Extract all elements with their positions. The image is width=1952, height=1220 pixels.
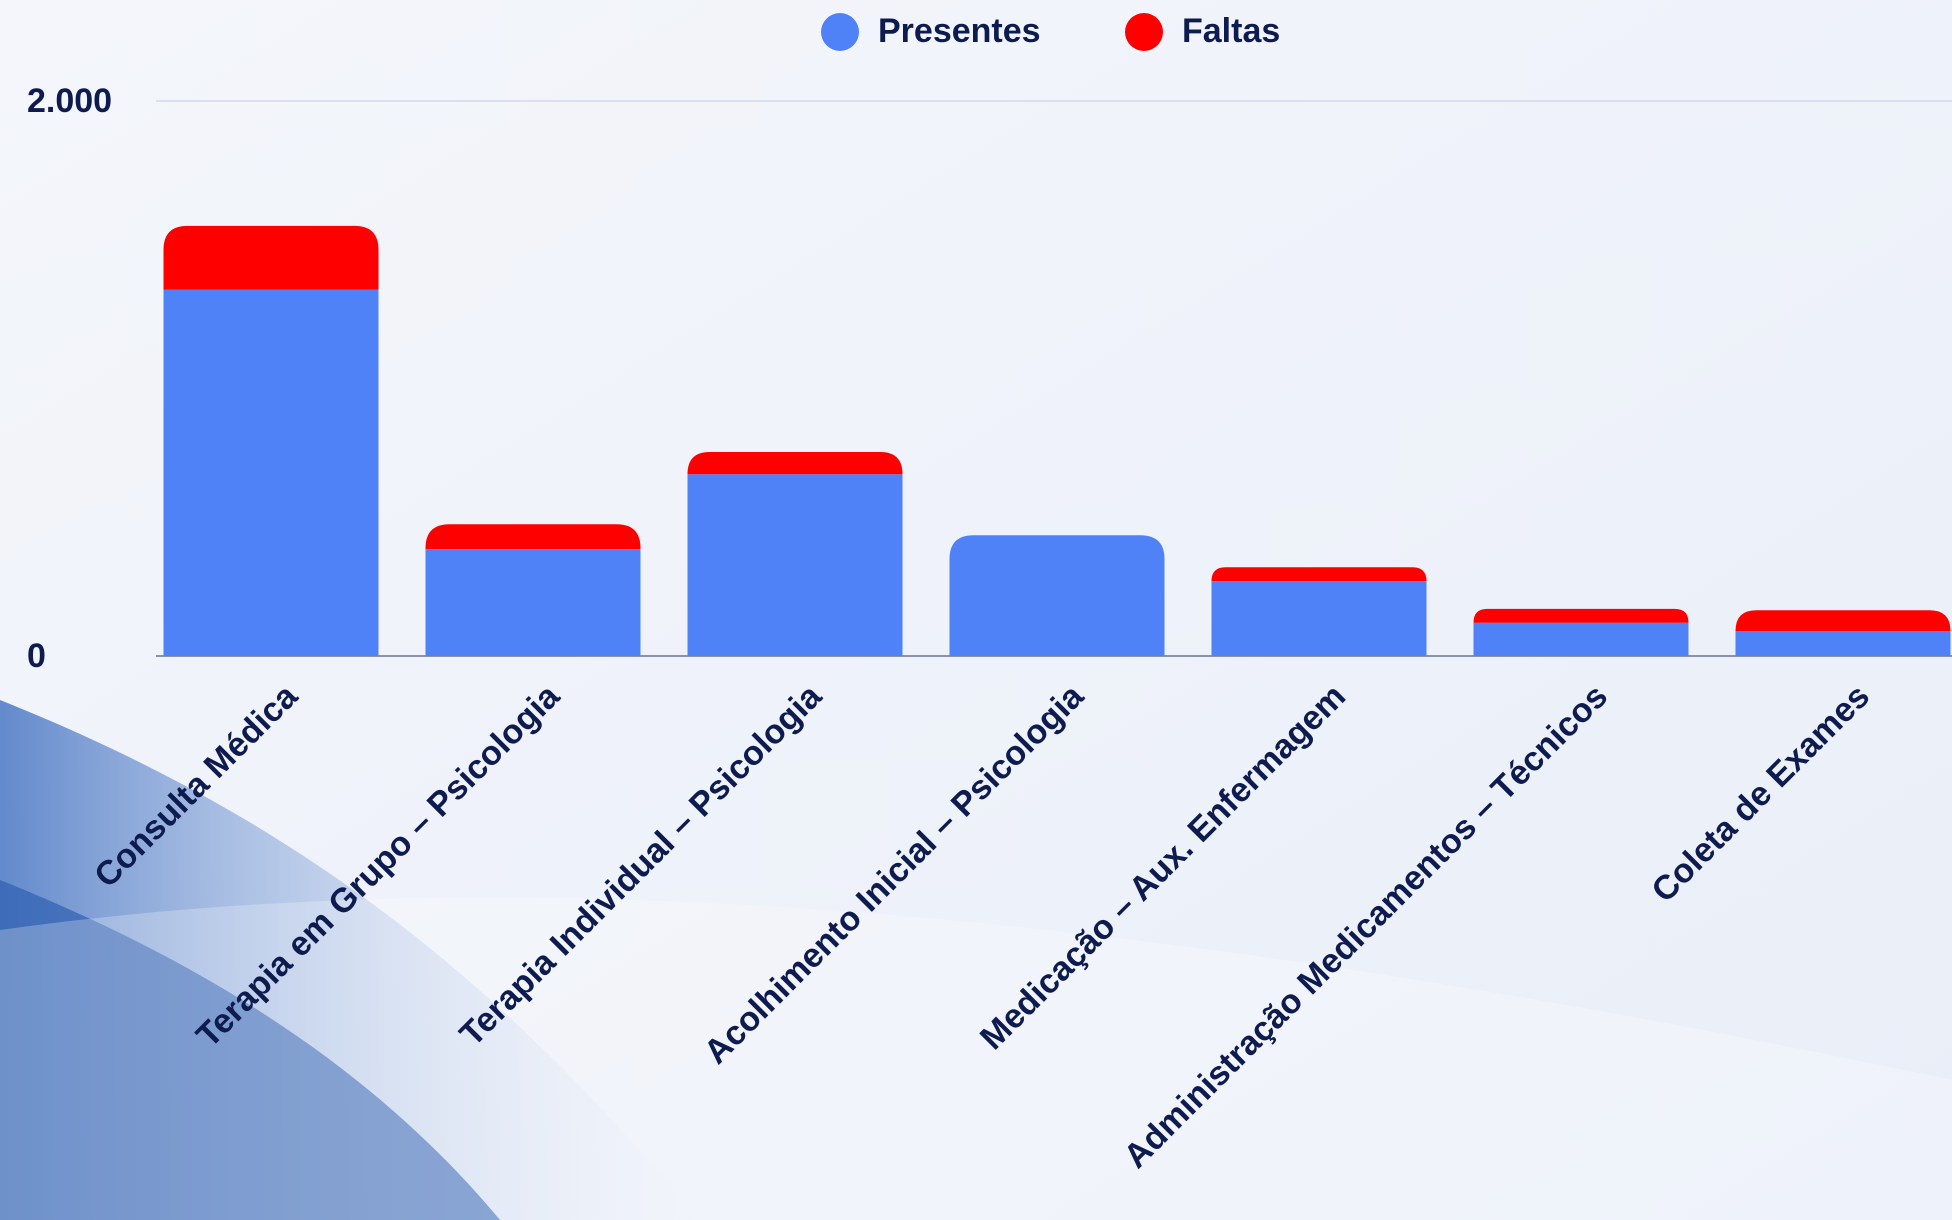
bar-segment <box>1473 608 1689 623</box>
bar-segment <box>163 289 379 656</box>
y-tick-label: 0 <box>27 637 46 675</box>
legend-label: Presentes <box>878 12 1041 50</box>
bar-segment <box>425 549 641 656</box>
legend-label: Faltas <box>1182 12 1280 50</box>
decor-wave <box>0 880 500 1220</box>
bar-segment <box>1735 610 1951 632</box>
legend-marker <box>1125 13 1163 51</box>
bar-segment <box>425 524 641 550</box>
bar-segment <box>1735 631 1951 656</box>
bar-segment <box>1473 622 1689 656</box>
bar-segment <box>1211 567 1427 582</box>
y-tick-label: 2.000 <box>27 82 112 120</box>
bar-segment <box>1211 581 1427 656</box>
bar-segment <box>163 225 379 290</box>
bar-segment <box>949 535 1165 656</box>
bar-segment <box>687 474 903 656</box>
legend-marker <box>821 13 859 51</box>
bar-segment <box>687 452 903 475</box>
legend: Presentes Faltas <box>821 12 1280 51</box>
decor-wave <box>0 897 1952 1220</box>
